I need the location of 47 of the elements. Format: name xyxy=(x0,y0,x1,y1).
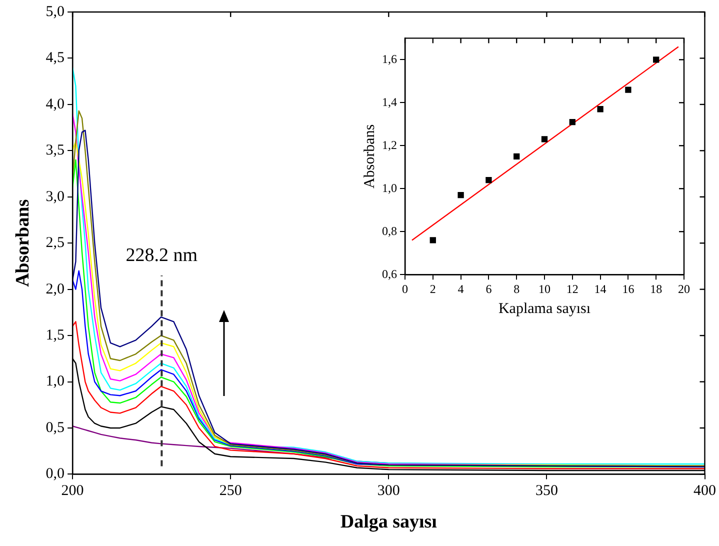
y-axis-title: Absorbans xyxy=(362,124,378,188)
y-tick-label: 0,8 xyxy=(382,224,397,238)
x-tick-label: 2 xyxy=(430,282,436,296)
x-tick-label: 300 xyxy=(377,483,400,500)
y-axis-title: Absorbans xyxy=(12,199,34,287)
x-tick-label: 8 xyxy=(514,282,520,296)
y-tick-label: 1,5 xyxy=(46,327,65,344)
point xyxy=(597,106,604,112)
point xyxy=(486,176,492,184)
x-tick-label: 20 xyxy=(678,282,690,296)
point xyxy=(653,56,660,63)
x-tick-label: 18 xyxy=(650,282,662,296)
point xyxy=(458,192,464,198)
y-tick-label: 3,0 xyxy=(46,188,65,205)
x-tick-label: 350 xyxy=(535,483,558,500)
y-tick-label: 0,0 xyxy=(46,466,65,482)
y-tick-label: 0,6 xyxy=(382,266,397,281)
x-tick-label: 12 xyxy=(566,282,578,296)
y-tick-label: 5,0 xyxy=(46,4,65,20)
y-tick-label: 4,0 xyxy=(46,96,65,112)
y-tick-label: 1,6 xyxy=(382,52,397,66)
y-tick-label: 4,5 xyxy=(46,50,65,66)
y-tick-label: 2,0 xyxy=(46,281,65,298)
y-tick-label: 2,5 xyxy=(46,235,65,252)
ref-line-label: 228.2 nm xyxy=(126,244,198,266)
point xyxy=(514,153,520,160)
x-tick-label: 0 xyxy=(402,282,408,296)
y-tick-label: 3,5 xyxy=(46,142,65,159)
x-axis-title: Dalga sayısı xyxy=(340,512,437,533)
point xyxy=(569,118,576,126)
x-tick-label: 14 xyxy=(594,282,606,296)
y-tick-label: 0,5 xyxy=(46,420,65,436)
x-tick-label: 4 xyxy=(458,282,464,296)
x-tick-label: 250 xyxy=(219,483,242,500)
y-tick-label: 1,0 xyxy=(46,374,65,390)
x-tick-label: 6 xyxy=(486,282,492,296)
point xyxy=(625,86,632,93)
y-tick-label: 1,4 xyxy=(382,94,397,109)
x-tick-label: 200 xyxy=(61,483,84,500)
x-tick-label: 400 xyxy=(694,483,716,500)
x-tick-label: 16 xyxy=(622,282,634,296)
x-tick-label: 10 xyxy=(538,282,550,296)
point xyxy=(430,237,436,244)
x-axis-title: Kaplama sayısı xyxy=(498,300,591,317)
point xyxy=(541,136,548,142)
y-tick-label: 1,0 xyxy=(382,180,397,195)
y-tick-label: 1,2 xyxy=(382,138,397,152)
